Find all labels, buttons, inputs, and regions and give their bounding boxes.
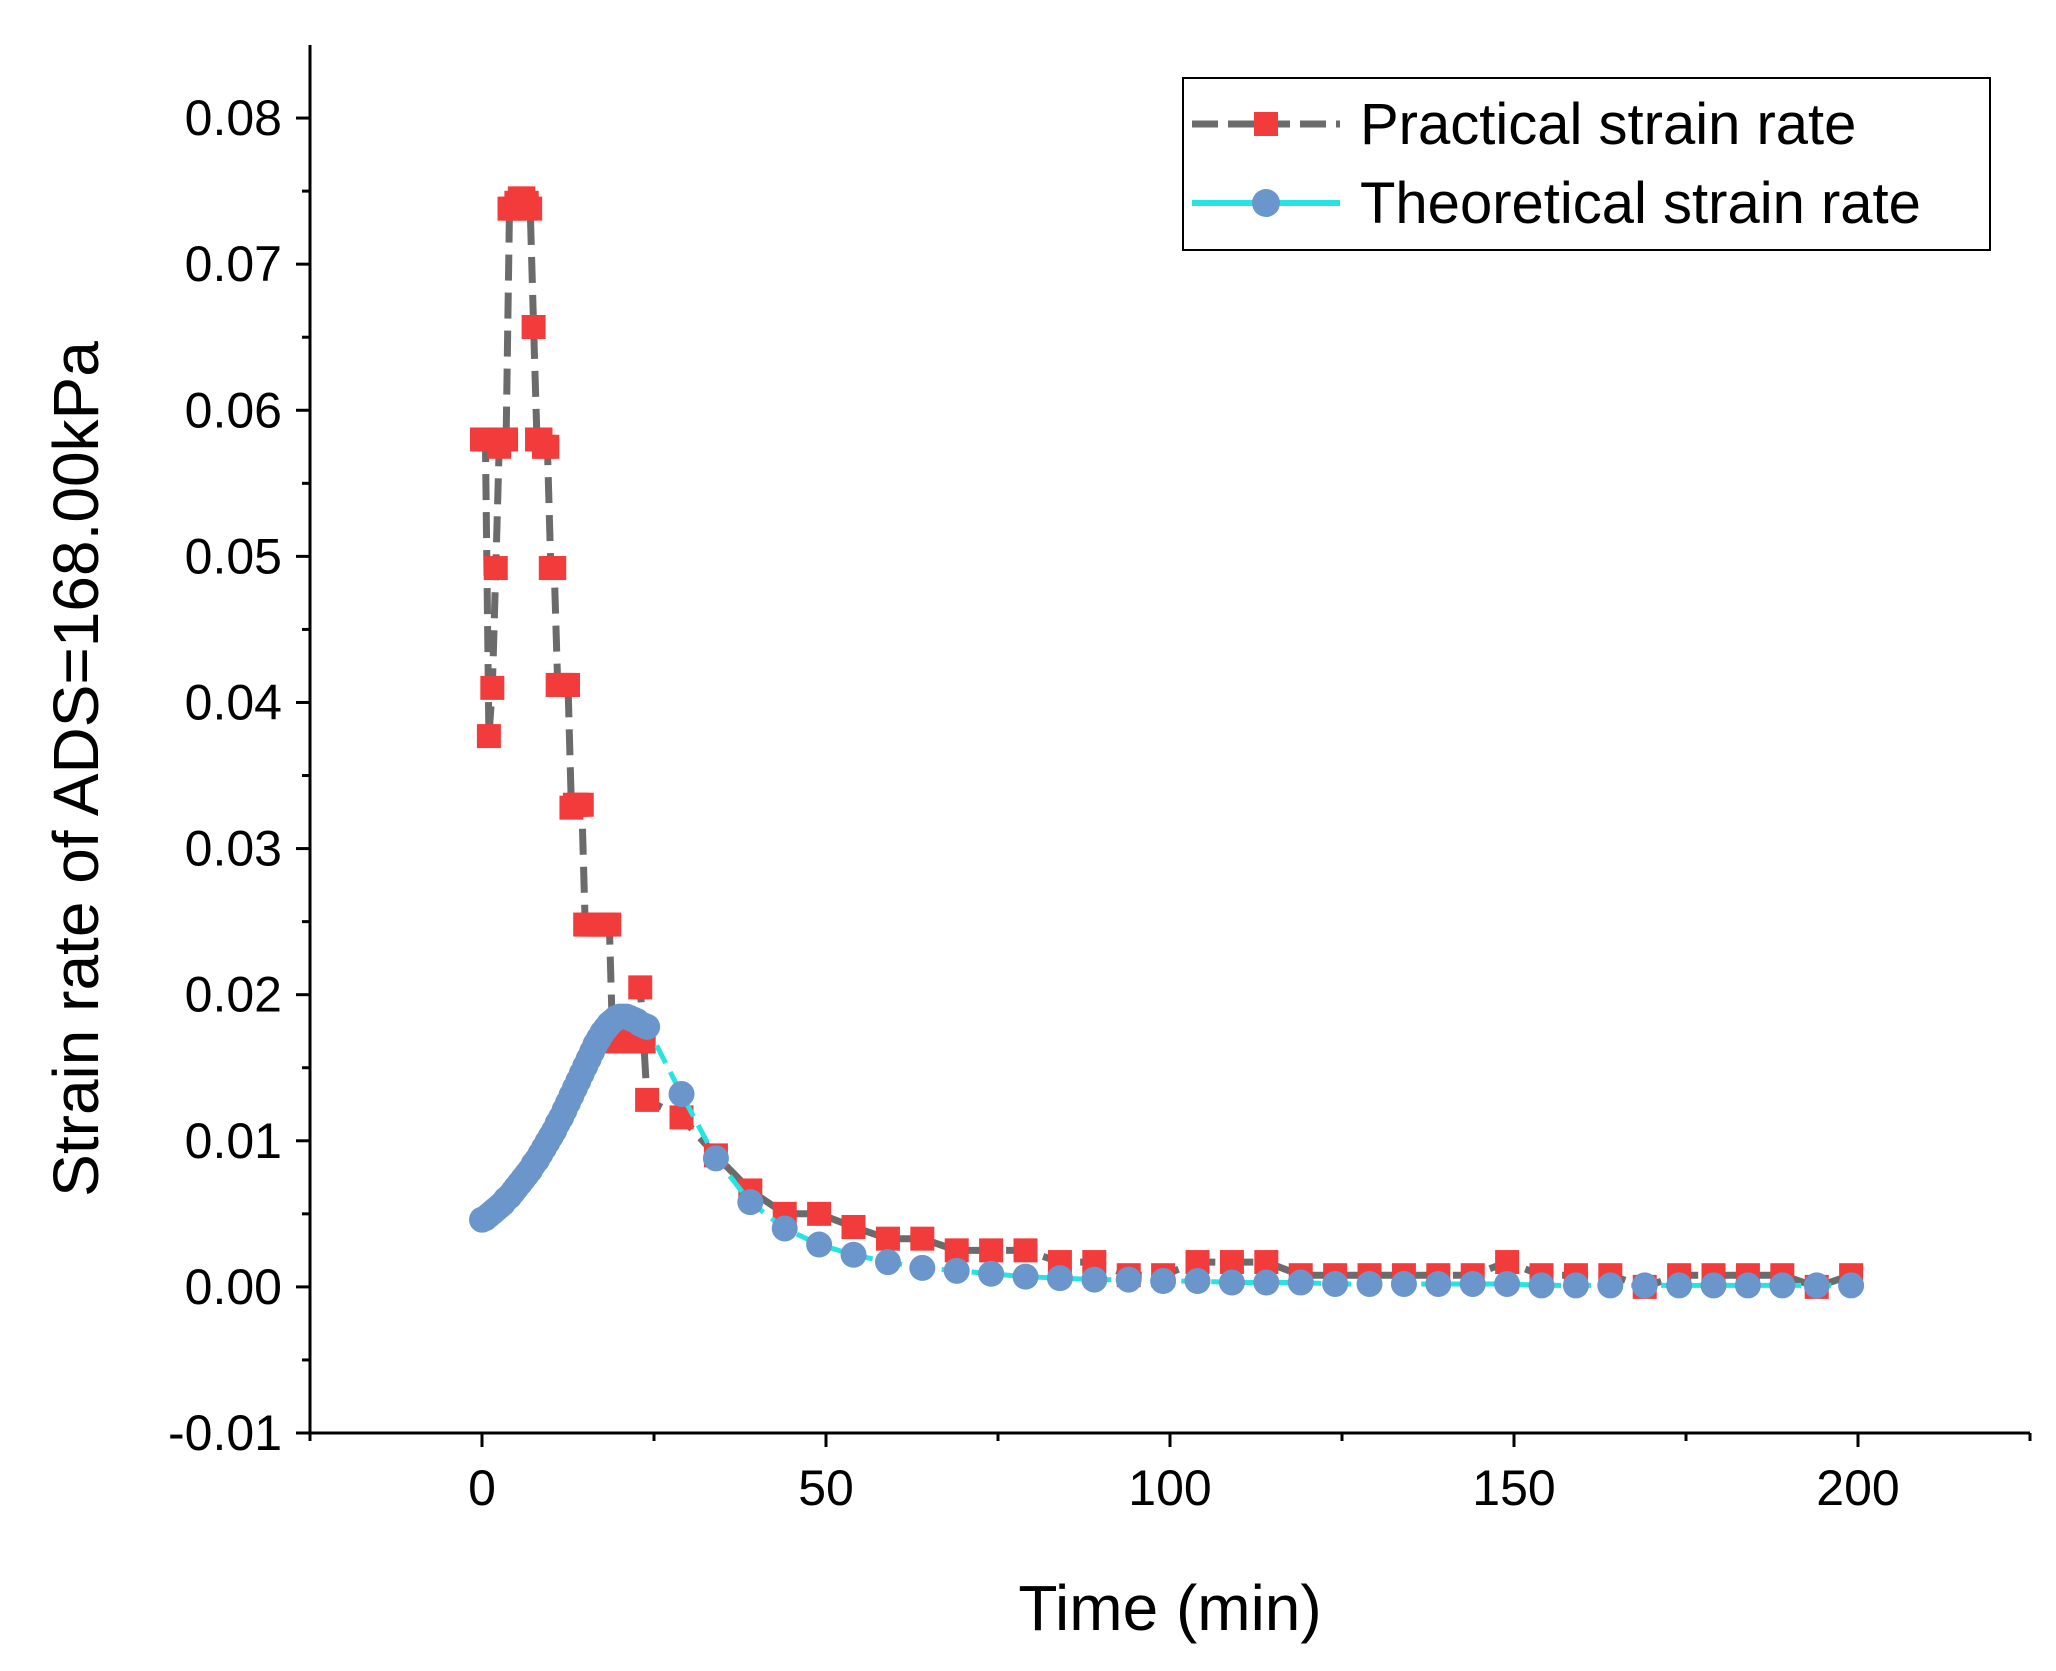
theoretical-point: [702, 1145, 729, 1172]
y-tick-label: -0.01: [168, 1405, 282, 1461]
theoretical-point: [1012, 1263, 1039, 1290]
theoretical-point: [1769, 1272, 1796, 1299]
theoretical-point: [737, 1189, 764, 1216]
y-axis-title: Strain rate of ADS=168.00kPa: [40, 341, 112, 1197]
x-tick-label: 50: [798, 1460, 854, 1516]
y-tick-label: 0.04: [185, 674, 282, 730]
theoretical-point: [1425, 1270, 1452, 1297]
theoretical-point: [1528, 1272, 1555, 1299]
legend-practical-marker: [1254, 112, 1278, 136]
practical-point: [635, 1087, 660, 1112]
theoretical-point: [1803, 1272, 1830, 1299]
practical-point: [841, 1214, 866, 1239]
theoretical-point: [1494, 1270, 1521, 1297]
x-axis-title: Time (min): [1018, 1572, 1321, 1644]
theoretical-point: [874, 1249, 901, 1276]
y-tick-label: 0.08: [185, 90, 282, 146]
practical-point: [521, 314, 546, 339]
theoretical-point: [1184, 1268, 1211, 1295]
theoretical-point: [1287, 1269, 1314, 1296]
y-tick-label: 0.03: [185, 821, 282, 877]
legend-box: [1182, 77, 1991, 251]
theoretical-point: [1081, 1266, 1108, 1293]
theoretical-point: [1734, 1272, 1761, 1299]
y-tick-label: 0.07: [185, 236, 282, 292]
practical-point: [542, 556, 567, 581]
practical-point: [518, 196, 543, 221]
x-tick-label: 150: [1472, 1460, 1555, 1516]
legend-theoretical-label: Theoretical strain rate: [1360, 171, 1921, 236]
practical-point: [807, 1201, 832, 1226]
practical-point: [597, 912, 622, 937]
theoretical-point: [806, 1231, 833, 1258]
practical-point: [628, 975, 653, 1000]
practical-point: [979, 1238, 1004, 1263]
practical-point: [569, 792, 594, 817]
theoretical-series-line: [480, 1014, 1852, 1288]
theoretical-point: [1115, 1266, 1142, 1293]
practical-point: [1013, 1238, 1038, 1263]
practical-point: [910, 1226, 935, 1251]
theoretical-point: [1666, 1272, 1693, 1299]
theoretical-point: [771, 1215, 798, 1242]
theoretical-point: [1218, 1269, 1245, 1296]
x-tick-label: 100: [1128, 1460, 1211, 1516]
theoretical-point: [909, 1254, 936, 1281]
theoretical-point: [1390, 1270, 1417, 1297]
practical-point: [483, 556, 508, 581]
ticks-layer: -0.01 0.00 0.01 0.02 0.03 0.04 0.05 0.06 0.07 0.0…: [168, 90, 2032, 1516]
x-tick-label: 200: [1816, 1460, 1899, 1516]
series-layer: [469, 186, 1865, 1299]
theoretical-point: [978, 1260, 1005, 1287]
theoretical-point: [1253, 1269, 1280, 1296]
theoretical-point: [1046, 1265, 1073, 1292]
practical-point: [480, 675, 505, 700]
practical-point: [494, 427, 519, 452]
y-tick-label: 0.06: [185, 382, 282, 438]
theoretical-point: [668, 1081, 695, 1108]
theoretical-point: [840, 1241, 867, 1268]
y-tick-label: 0.05: [185, 528, 282, 584]
theoretical-point: [1597, 1272, 1624, 1299]
theoretical-point: [943, 1257, 970, 1284]
legend: Practical strain rate Theoretical strain…: [1182, 77, 1991, 251]
practical-point: [476, 724, 501, 749]
theoretical-point: [1838, 1272, 1865, 1299]
theoretical-point: [1459, 1270, 1486, 1297]
x-tick-label: 0: [468, 1460, 496, 1516]
legend-practical-label: Practical strain rate: [1360, 92, 1856, 157]
y-tick-label: 0.00: [185, 1259, 282, 1315]
theoretical-point: [1631, 1272, 1658, 1299]
practical-point: [875, 1226, 900, 1251]
theoretical-point: [1150, 1268, 1177, 1295]
practical-point: [535, 434, 560, 459]
theoretical-point: [634, 1013, 661, 1040]
y-tick-label: 0.02: [185, 967, 282, 1023]
theoretical-point: [1562, 1272, 1589, 1299]
theoretical-point: [1700, 1272, 1727, 1299]
theoretical-point: [1356, 1270, 1383, 1297]
theoretical-point: [1322, 1270, 1349, 1297]
legend-theoretical-marker: [1252, 189, 1280, 217]
practical-point: [1495, 1250, 1520, 1275]
y-tick-label: 0.01: [185, 1113, 282, 1169]
practical-point: [556, 672, 580, 697]
